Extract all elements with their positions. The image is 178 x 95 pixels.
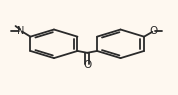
Text: O: O	[83, 60, 91, 70]
Text: O: O	[150, 26, 158, 36]
Text: N: N	[17, 26, 25, 36]
